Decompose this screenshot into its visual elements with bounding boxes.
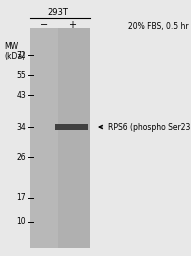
Text: 55: 55	[16, 70, 26, 80]
Text: 34: 34	[16, 123, 26, 132]
Text: 10: 10	[16, 218, 26, 227]
Text: 17: 17	[16, 194, 26, 202]
Text: −: −	[40, 20, 48, 30]
Text: 293T: 293T	[48, 8, 68, 17]
Text: 20% FBS, 0.5 hr: 20% FBS, 0.5 hr	[128, 22, 189, 31]
Text: MW
(kDa): MW (kDa)	[4, 42, 25, 61]
Text: +: +	[68, 20, 76, 30]
Bar	[58, 28, 90, 248]
Bar	[30, 28, 58, 248]
Text: 72: 72	[16, 50, 26, 59]
Text: 43: 43	[16, 91, 26, 100]
Bar	[55, 124, 88, 130]
Text: 26: 26	[16, 153, 26, 162]
Text: RPS6 (phospho Ser235): RPS6 (phospho Ser235)	[108, 123, 191, 132]
